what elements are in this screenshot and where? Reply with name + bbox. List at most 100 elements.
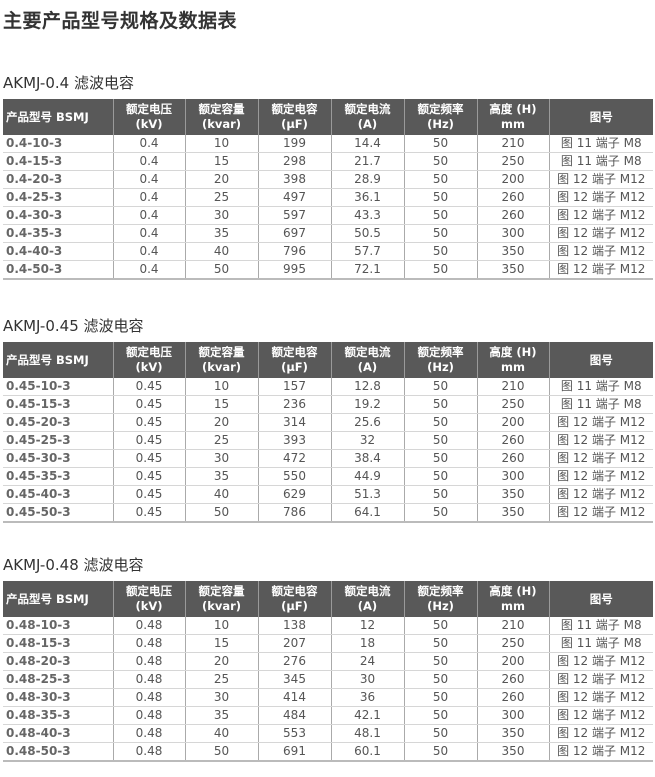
model-cell: 0.48-10-3 [3, 617, 113, 635]
table-cell: 35 [184, 706, 258, 725]
table-cell: 图 12 端子 M12 [548, 670, 653, 689]
table-cell: 图 12 端子 M12 [548, 188, 653, 207]
section-akmj-0-45: AKMJ-0.45 滤波电容产品型号 BSMJ 额定电压 (kV) 额定容量 (kv… [3, 316, 653, 523]
table-cell: 10 [184, 135, 258, 153]
table-cell: 50 [403, 634, 477, 653]
section-title: AKMJ-0.45 滤波电容 [3, 317, 144, 335]
header-row: 产品型号 BSMJ 额定电压 (kV) 额定容量 (kvar) 额定电容 (µF) 额定… [3, 342, 653, 378]
table-row: 0.45-25-3 0.45 25 393 32 50 260 图 12 端子 M12 [3, 431, 653, 450]
table-row: 0.48-15-3 0.48 15 207 18 50 250 图 11 端子 M8 [3, 634, 653, 653]
section-akmj-0-4: AKMJ-0.4 滤波电容 产品型号 BSMJ 额定电压 (kV) 额定容量 (kva… [3, 73, 653, 280]
table-cell: 260 [476, 670, 549, 689]
table-cell: 28.9 [330, 170, 404, 189]
table-row: 0.4-10-3 0.4 10 199 14.4 50 210 图 11 端子 M8 [3, 135, 653, 153]
column-header: 额定频率 (Hz) [403, 581, 477, 617]
table-cell: 图 11 端子 M8 [548, 135, 653, 153]
table-cell: 图 12 端子 M12 [548, 467, 653, 486]
column-header: 额定频率 (Hz) [403, 342, 477, 378]
table-cell: 19.2 [330, 395, 404, 414]
model-cell: 0.45-40-3 [3, 485, 113, 504]
table-cell: 250 [476, 395, 549, 414]
column-header: 额定容量 (kvar) [184, 342, 258, 378]
table-cell: 36 [330, 688, 404, 707]
column-header: 图号 [548, 99, 653, 135]
table-cell: 250 [476, 152, 549, 171]
model-cell: 0.48-35-3 [3, 706, 113, 725]
table-cell: 796 [257, 242, 331, 261]
column-header: 额定容量 (kvar) [184, 99, 258, 135]
table-cell: 484 [257, 706, 331, 725]
table-row: 0.48-35-3 0.48 35 484 42.1 50 300 图 12 端子 M12 [3, 706, 653, 725]
column-header: 高度 (H) mm [476, 581, 549, 617]
table-cell: 图 12 端子 M12 [548, 260, 653, 280]
table-row: 0.45-10-3 0.45 10 157 12.8 50 210 图 11 端子 M8 [3, 378, 653, 396]
table-row: 0.45-15-3 0.45 15 236 19.2 50 250 图 11 端子 M8 [3, 395, 653, 414]
table-cell: 50 [403, 706, 477, 725]
table-row: 0.4-35-3 0.4 35 697 50.5 50 300 图 12 端子 M12 [3, 224, 653, 243]
model-cell: 0.48-50-3 [3, 742, 113, 762]
page-title: 主要产品型号规格及数据表 [3, 10, 238, 32]
table-cell: 0.45 [112, 413, 185, 432]
table-cell: 32 [330, 431, 404, 450]
table-cell: 图 11 端子 M8 [548, 634, 653, 653]
table-cell: 25 [184, 188, 258, 207]
column-header: 产品型号 BSMJ [3, 581, 113, 617]
table-cell: 图 12 端子 M12 [548, 706, 653, 725]
model-cell: 0.45-35-3 [3, 467, 113, 486]
table-cell: 300 [476, 467, 549, 486]
table-row: 0.45-20-3 0.45 20 314 25.6 50 200 图 12 端子 M12 [3, 413, 653, 432]
table-cell: 210 [476, 617, 549, 635]
table-cell: 260 [476, 206, 549, 225]
column-header: 额定频率 (Hz) [403, 99, 477, 135]
table-cell: 图 12 端子 M12 [548, 688, 653, 707]
table-cell: 10 [184, 617, 258, 635]
table-cell: 50 [184, 742, 258, 762]
table-cell: 550 [257, 467, 331, 486]
model-cell: 0.4-50-3 [3, 260, 113, 280]
table-cell: 50 [403, 617, 477, 635]
table-cell: 50 [403, 652, 477, 671]
table-cell: 0.4 [112, 170, 185, 189]
table-cell: 图 12 端子 M12 [548, 449, 653, 468]
table-cell: 25 [184, 670, 258, 689]
table-cell: 50 [403, 503, 477, 523]
table-cell: 393 [257, 431, 331, 450]
column-header: 额定电压 (kV) [112, 342, 185, 378]
table-cell: 72.1 [330, 260, 404, 280]
model-cell: 0.48-40-3 [3, 724, 113, 743]
table-cell: 20 [184, 170, 258, 189]
table-cell: 图 12 端子 M12 [548, 724, 653, 743]
table-cell: 25.6 [330, 413, 404, 432]
table-cell: 298 [257, 152, 331, 171]
table-cell: 207 [257, 634, 331, 653]
table-cell: 50 [403, 152, 477, 171]
table-cell: 398 [257, 170, 331, 189]
table-cell: 50 [403, 724, 477, 743]
table-cell: 50 [403, 135, 477, 153]
table-cell: 0.48 [112, 652, 185, 671]
table-cell: 图 12 端子 M12 [548, 206, 653, 225]
table-cell: 260 [476, 449, 549, 468]
table-cell: 64.1 [330, 503, 404, 523]
table-row: 0.4-20-3 0.4 20 398 28.9 50 200 图 12 端子 M12 [3, 170, 653, 189]
table-row: 0.48-50-3 0.48 50 691 60.1 50 350 图 12 端子 M12 [3, 742, 653, 762]
header-row: 产品型号 BSMJ 额定电压 (kV) 额定容量 (kvar) 额定电容 (µF) 额定… [3, 581, 653, 617]
table-cell: 图 12 端子 M12 [548, 503, 653, 523]
table-cell: 0.48 [112, 742, 185, 762]
table-row: 0.45-40-3 0.45 40 629 51.3 50 350 图 12 端子 M12 [3, 485, 653, 504]
table-cell: 50 [403, 485, 477, 504]
model-cell: 0.48-15-3 [3, 634, 113, 653]
table-cell: 0.4 [112, 224, 185, 243]
model-cell: 0.45-25-3 [3, 431, 113, 450]
table-cell: 350 [476, 724, 549, 743]
table-cell: 200 [476, 413, 549, 432]
table-cell: 0.48 [112, 670, 185, 689]
table-cell: 50 [184, 260, 258, 280]
table-cell: 414 [257, 688, 331, 707]
table-cell: 14.4 [330, 135, 404, 153]
table-cell: 691 [257, 742, 331, 762]
table-cell: 300 [476, 706, 549, 725]
column-header: 额定电流 (A) [330, 342, 404, 378]
table-row: 0.4-40-3 0.4 40 796 57.7 50 350 图 12 端子 M12 [3, 242, 653, 261]
table-cell: 629 [257, 485, 331, 504]
